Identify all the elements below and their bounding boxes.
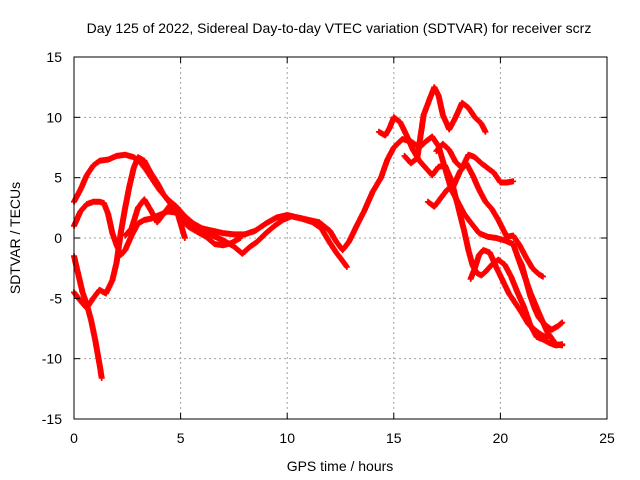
data-point-markers (122, 196, 188, 241)
series-track-8 (433, 140, 517, 186)
data-point-markers (424, 160, 546, 280)
x-tick-label: 25 (599, 430, 615, 446)
series-track-3 (71, 253, 105, 381)
data-point-markers (467, 247, 551, 342)
x-tick-label: 10 (279, 430, 295, 446)
x-tick-label: 15 (386, 430, 402, 446)
data-point-markers (401, 84, 489, 167)
y-axis-label: SDTVAR / TECUs (7, 182, 23, 294)
series-track-11 (467, 247, 551, 342)
y-tick-label: 10 (46, 109, 62, 125)
series-track-7 (401, 84, 489, 167)
y-tick-label: 0 (54, 230, 62, 246)
x-tick-label: 20 (493, 430, 509, 446)
y-tick-label: -15 (42, 411, 62, 427)
chart-title: Day 125 of 2022, Sidereal Day-to-day VTE… (87, 20, 592, 36)
y-tick-label: -5 (50, 290, 63, 306)
x-axis-label: GPS time / hours (287, 458, 394, 474)
series-track-5 (122, 196, 188, 241)
x-tick-label: 0 (70, 430, 78, 446)
data-point-markers (433, 140, 517, 186)
data-point-markers (71, 253, 105, 381)
y-tick-label: 5 (54, 170, 62, 186)
grid (74, 57, 607, 419)
series-track-2 (71, 198, 350, 270)
series-track-9 (424, 160, 546, 280)
data-point-markers (514, 253, 566, 333)
data-point-markers (71, 198, 350, 270)
y-tick-label: -10 (42, 351, 62, 367)
series-track-10 (514, 253, 566, 333)
axis-ticks: 0 5 10 15 20 25 -15 -10 -5 0 5 10 15 (42, 49, 615, 446)
x-tick-label: 5 (177, 430, 185, 446)
data-points (71, 84, 566, 381)
y-tick-label: 15 (46, 49, 62, 65)
